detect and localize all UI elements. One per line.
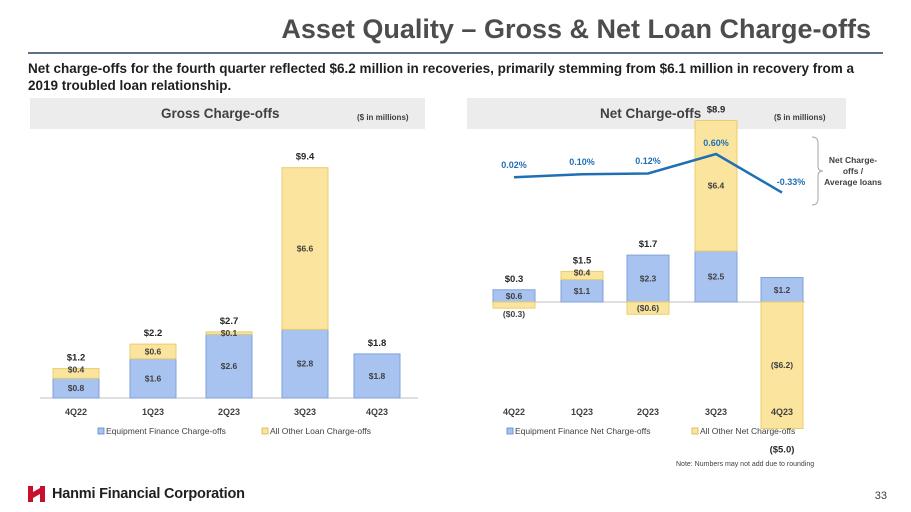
net-data-label-equipment-2Q23: $2.3	[640, 274, 657, 284]
gross-legend-swatch-other	[261, 427, 269, 435]
net-category-label-4Q23: 4Q23	[771, 407, 793, 417]
ratio-label-line-2: offs /	[842, 166, 864, 176]
net-bar-equipment-2Q23	[626, 254, 670, 303]
gross-data-label-equipment-3Q23: $2.8	[297, 359, 314, 369]
net-bar-other-2Q23	[626, 301, 670, 315]
net-legend-swatch-equipment	[506, 427, 514, 435]
title-divider	[28, 52, 883, 54]
page-number: 33	[874, 490, 887, 502]
net-total-label-2Q23: $1.7	[639, 239, 658, 250]
net-data-label-other-1Q23: $0.4	[574, 267, 591, 277]
net-data-label-other-2Q23: ($0.6)	[637, 303, 659, 313]
net-ratio-label-4Q22: 0.02%	[501, 160, 527, 170]
gross-data-label-equipment-2Q23: $2.6	[221, 361, 238, 371]
ratio-line-label: Net Charge- offs / Average loans	[818, 155, 888, 188]
gross-data-label-equipment-4Q23: $1.8	[369, 371, 386, 381]
gross-legend-swatch-equipment	[97, 427, 105, 435]
net-data-label-equipment-4Q23: $1.2	[774, 285, 791, 295]
gross-category-label-3Q23: 3Q23	[294, 407, 316, 417]
company-logo: Hanmi Financial Corporation	[26, 484, 245, 504]
net-ratio-label-4Q23: -0.33%	[777, 177, 806, 187]
net-data-label-equipment-4Q22: $0.6	[506, 291, 523, 301]
net-data-label-other-4Q22: ($0.3)	[503, 309, 525, 319]
gross-category-label-1Q23: 1Q23	[142, 407, 164, 417]
net-category-label-2Q23: 2Q23	[637, 407, 659, 417]
net-category-label-3Q23: 3Q23	[705, 407, 727, 417]
gross-data-label-other-1Q23: $0.6	[145, 346, 162, 356]
gross-category-label-2Q23: 2Q23	[218, 407, 240, 417]
net-bar-other-3Q23	[694, 119, 738, 252]
page-title: Asset Quality – Gross & Net Loan Charge-…	[281, 14, 871, 44]
net-bar-equipment-3Q23	[694, 250, 738, 303]
gross-chart-title: Gross Charge-offs	[161, 106, 280, 121]
net-bar-other-4Q23	[760, 301, 804, 429]
net-legend-swatch-other	[691, 427, 699, 435]
net-category-label-4Q22: 4Q22	[503, 407, 525, 417]
net-data-label-other-4Q23: ($6.2)	[771, 360, 793, 370]
gross-chart-header: Gross Charge-offs ($ in millions)	[30, 98, 425, 129]
gross-total-label-4Q22: $1.2	[67, 353, 86, 364]
ratio-label-line-3: Average loans	[824, 177, 882, 187]
gross-data-label-other-2Q23: $0.1	[221, 328, 238, 338]
net-chart-unit: ($ in millions)	[774, 113, 826, 122]
net-total-label-3Q23: $8.9	[707, 104, 726, 115]
gross-total-label-1Q23: $2.2	[144, 328, 163, 339]
net-legend-label-equipment: Equipment Finance Net Charge-offs	[515, 426, 650, 436]
gross-data-label-equipment-4Q22: $0.8	[68, 383, 85, 393]
gross-bar-other-4Q22	[52, 368, 100, 379]
gross-total-label-2Q23: $2.7	[220, 316, 239, 327]
gross-legend-label-other: All Other Loan Charge-offs	[270, 426, 371, 436]
net-ratio-label-2Q23: 0.12%	[635, 156, 661, 166]
gross-bar-other-2Q23	[205, 331, 253, 335]
company-name: Hanmi Financial Corporation	[52, 486, 245, 502]
net-total-label-4Q22: $0.3	[505, 274, 524, 285]
ratio-brace	[811, 136, 824, 206]
net-ratio-label-1Q23: 0.10%	[569, 157, 595, 167]
gross-bar-equipment-3Q23	[281, 328, 329, 399]
gross-total-label-4Q23: $1.8	[368, 338, 387, 349]
gross-total-label-3Q23: $9.4	[296, 152, 315, 163]
gross-legend-label-equipment: Equipment Finance Charge-offs	[106, 426, 226, 436]
gross-category-label-4Q23: 4Q23	[366, 407, 388, 417]
net-bar-other-4Q22	[492, 301, 536, 309]
net-data-label-other-3Q23: $6.4	[708, 181, 725, 191]
gross-bar-other-1Q23	[129, 343, 177, 360]
gross-chart-unit: ($ in millions)	[357, 113, 409, 122]
net-data-label-equipment-3Q23: $2.5	[708, 272, 725, 282]
net-chart-header: Net Charge-offs ($ in millions)	[467, 98, 846, 129]
gross-bar-equipment-4Q23	[353, 353, 401, 399]
ratio-label-line-1: Net Charge-	[828, 155, 878, 165]
net-bar-other-1Q23	[560, 270, 604, 281]
gross-bar-other-3Q23	[281, 167, 329, 330]
net-total-label-1Q23: $1.5	[573, 255, 592, 266]
net-bar-equipment-4Q23	[760, 277, 804, 303]
gross-data-label-other-4Q22: $0.4	[68, 365, 85, 375]
net-category-label-1Q23: 1Q23	[571, 407, 593, 417]
net-ratio-line	[513, 152, 783, 194]
net-legend-label-other: All Other Net Charge-offs	[700, 426, 795, 436]
hanmi-logo-icon	[28, 486, 45, 502]
gross-category-label-4Q22: 4Q22	[65, 407, 87, 417]
gross-data-label-other-3Q23: $6.6	[297, 244, 314, 254]
net-chart-title: Net Charge-offs	[600, 106, 702, 121]
rounding-note: Note: Numbers may not add due to roundin…	[676, 461, 815, 468]
net-total-label-4Q23: ($5.0)	[770, 444, 795, 455]
net-data-label-equipment-1Q23: $1.1	[574, 286, 591, 296]
gross-data-label-equipment-1Q23: $1.6	[145, 373, 162, 383]
page-subtitle: Net charge-offs for the fourth quarter r…	[28, 61, 854, 93]
net-ratio-label-3Q23: 0.60%	[703, 138, 729, 148]
